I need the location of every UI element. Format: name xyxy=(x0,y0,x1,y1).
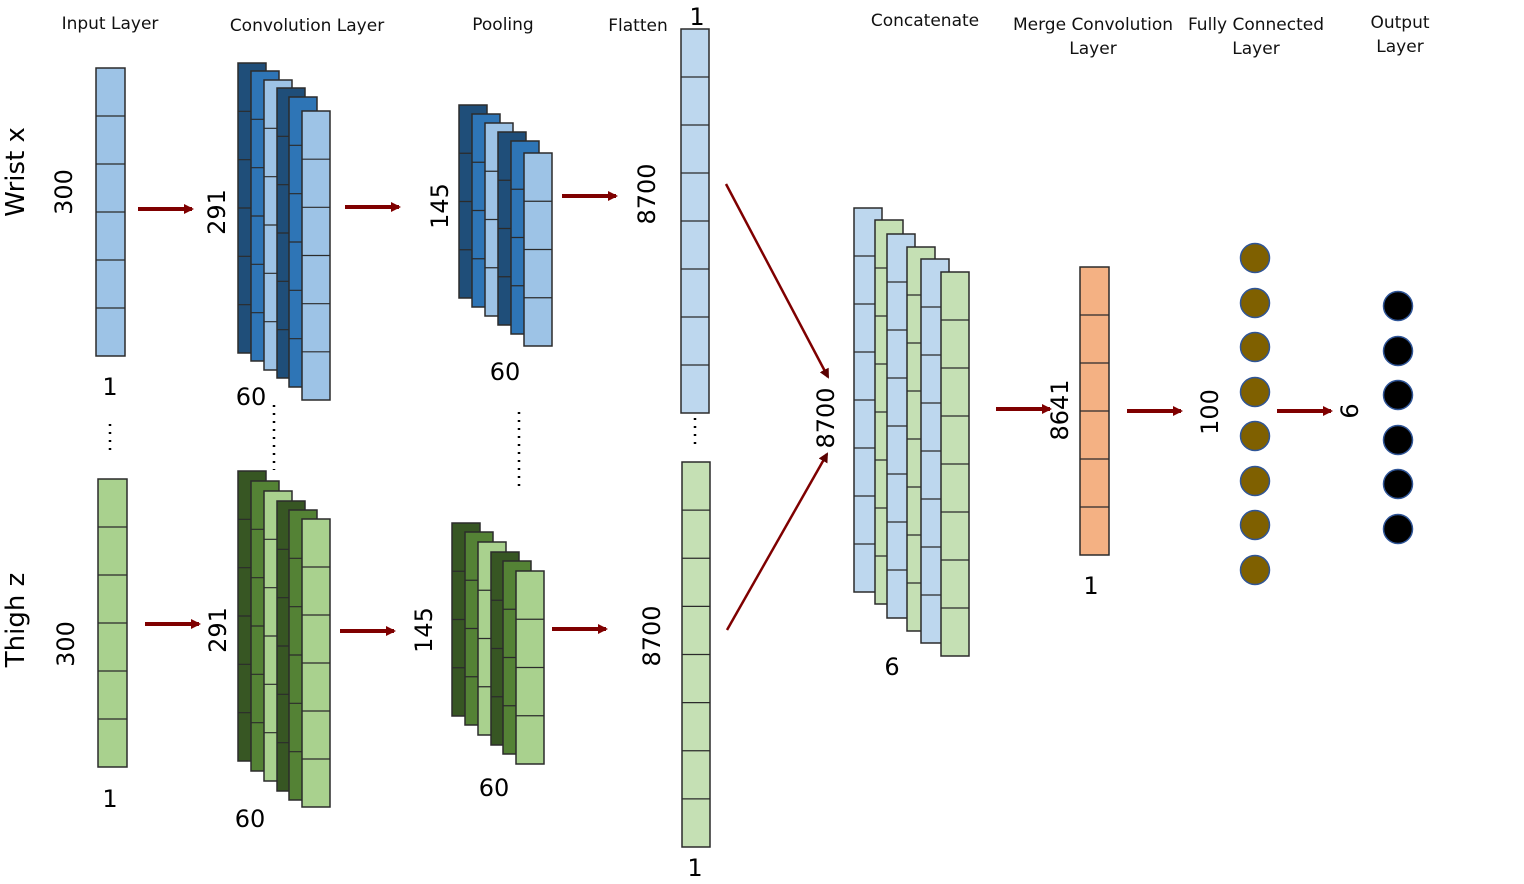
output-node xyxy=(1382,290,1414,322)
dim-fc-units: 100 xyxy=(1196,389,1224,435)
fc-node xyxy=(1239,376,1271,408)
pool-wrist-stack xyxy=(458,104,553,347)
dim-input-width-wrist: 1 xyxy=(102,373,118,401)
fc-node xyxy=(1239,554,1271,586)
output-node xyxy=(1382,468,1414,500)
fc-node xyxy=(1239,331,1271,363)
pool-thigh-stack xyxy=(451,522,545,765)
dim-input-len-thigh: 300 xyxy=(52,621,80,667)
fc-node xyxy=(1239,242,1271,274)
arrow-flatten-wrist-to-concat xyxy=(724,183,830,379)
dim-concat-depth: 6 xyxy=(884,653,900,681)
dim-conv-len-thigh: 291 xyxy=(204,607,232,653)
dim-conv-len-wrist: 291 xyxy=(203,189,231,235)
conv-wrist-stack xyxy=(237,62,331,401)
dim-pool-filters-thigh: 60 xyxy=(478,774,510,802)
header-fc-line2: Layer xyxy=(1232,39,1280,59)
dim-input-width-thigh: 1 xyxy=(102,785,118,813)
header-pooling: Pooling xyxy=(472,15,534,35)
fc-node xyxy=(1239,465,1271,497)
dim-pool-len-wrist: 145 xyxy=(426,183,454,229)
output-node xyxy=(1382,379,1414,411)
dim-merge-len: 8641 xyxy=(1046,379,1074,441)
header-concatenate: Concatenate xyxy=(870,11,980,31)
header-flatten: Flatten xyxy=(608,16,668,36)
output-node xyxy=(1382,335,1414,367)
fc-node xyxy=(1239,509,1271,541)
input-label-wrist: Wrist x xyxy=(1,127,31,217)
output-node xyxy=(1382,424,1414,456)
dim-conv-filters-wrist: 60 xyxy=(235,383,267,411)
dim-flatten-len-wrist: 8700 xyxy=(633,163,661,225)
dim-pool-len-thigh: 145 xyxy=(410,607,438,653)
header-output-layer: Output Layer xyxy=(1360,11,1440,59)
header-fully-connected: Fully Connected Layer xyxy=(1184,13,1328,61)
fc-node xyxy=(1239,287,1271,319)
dim-flatten-width-top: 1 xyxy=(689,3,705,31)
input-label-thigh: Thigh z xyxy=(1,572,31,668)
conv-thigh-stack xyxy=(237,470,331,808)
header-output-line1: Output xyxy=(1370,13,1430,33)
header-output-line2: Layer xyxy=(1376,37,1424,57)
merge-conv-column xyxy=(1079,266,1110,556)
dim-conv-filters-thigh: 60 xyxy=(234,805,266,833)
header-merge-line1: Merge Convolution xyxy=(1012,15,1174,35)
dim-pool-filters-wrist: 60 xyxy=(489,358,521,386)
concatenate-stack xyxy=(853,207,970,657)
header-input-layer: Input Layer xyxy=(61,14,159,34)
dim-input-len-wrist: 300 xyxy=(50,169,78,215)
input-thigh-column xyxy=(97,478,128,768)
header-merge-convolution: Merge Convolution Layer xyxy=(1010,13,1176,61)
header-merge-line2: Layer xyxy=(1069,39,1117,59)
header-convolution-layer: Convolution Layer xyxy=(229,16,385,36)
dim-output-units: 6 xyxy=(1336,403,1364,419)
arrow-flatten-thigh-to-concat xyxy=(725,452,829,631)
flow-arrows xyxy=(138,183,1333,636)
fc-node xyxy=(1239,420,1271,452)
flatten-thigh-column xyxy=(681,461,711,848)
output-node xyxy=(1382,513,1414,545)
input-wrist-column xyxy=(95,67,126,357)
output-nodes xyxy=(1382,290,1414,545)
ellipsis-lines xyxy=(108,405,697,490)
dim-concat-len: 8700 xyxy=(812,387,840,449)
dim-flatten-len-thigh: 8700 xyxy=(638,605,666,667)
dim-flatten-width-bottom: 1 xyxy=(687,854,703,882)
header-fc-line1: Fully Connected xyxy=(1187,15,1325,35)
dim-merge-width: 1 xyxy=(1083,572,1099,600)
flatten-wrist-column xyxy=(680,28,710,414)
fully-connected-nodes xyxy=(1239,242,1271,586)
